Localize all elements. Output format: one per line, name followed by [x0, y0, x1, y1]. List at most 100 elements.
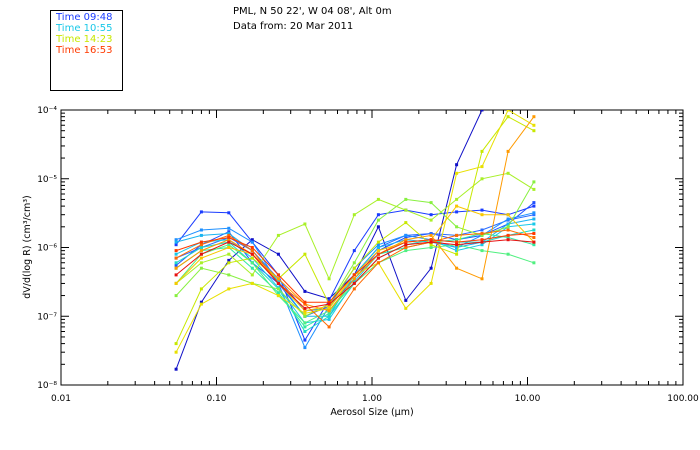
data-point	[352, 287, 356, 291]
data-point	[455, 238, 459, 242]
legend-entry-2: Time 10:55	[56, 23, 113, 34]
data-point	[327, 306, 331, 310]
data-point	[480, 238, 484, 242]
data-point	[480, 177, 484, 181]
data-point	[227, 246, 231, 249]
data-point	[174, 367, 178, 371]
data-point	[352, 273, 356, 277]
data-point	[404, 298, 408, 302]
data-point	[404, 208, 408, 212]
data-point	[455, 249, 459, 253]
data-point	[174, 252, 178, 256]
data-point	[276, 252, 280, 256]
data-point	[455, 246, 459, 249]
data-point	[327, 311, 331, 315]
data-point	[480, 243, 484, 247]
data-point	[480, 249, 484, 253]
data-point	[276, 233, 280, 237]
data-point	[352, 280, 356, 283]
data-point	[532, 211, 536, 215]
data-point	[227, 261, 231, 265]
data-point	[303, 252, 307, 256]
data-point	[227, 236, 231, 239]
data-point	[352, 261, 356, 265]
data-point	[352, 213, 356, 217]
data-point	[455, 163, 459, 167]
data-point	[480, 232, 484, 235]
axis-ticks	[60, 110, 683, 386]
data-point	[532, 180, 536, 184]
data-point	[303, 300, 307, 304]
data-point	[506, 236, 510, 239]
data-point	[429, 281, 433, 285]
data-point	[250, 246, 254, 249]
data-point	[250, 281, 254, 285]
data-point	[376, 249, 380, 253]
data-point	[250, 240, 254, 244]
y-axis-title: dV/d(log R) (cm³/cm³)	[22, 195, 33, 298]
data-point	[506, 213, 510, 217]
data-point	[174, 261, 178, 265]
data-point	[532, 261, 536, 265]
data-point	[327, 317, 331, 321]
data-point	[199, 210, 203, 214]
y-tick-label: 10⁻⁴	[37, 106, 57, 116]
data-point	[327, 277, 331, 281]
data-point	[506, 233, 510, 237]
data-point	[429, 218, 433, 222]
data-point	[303, 309, 307, 313]
data-point	[506, 222, 510, 226]
data-point	[506, 225, 510, 229]
data-point	[174, 273, 178, 277]
data-point	[227, 226, 231, 230]
data-point	[174, 243, 178, 247]
data-point	[352, 277, 356, 281]
data-point	[532, 222, 536, 226]
data-point	[429, 243, 433, 247]
data-point	[327, 297, 331, 301]
data-point	[429, 213, 433, 217]
y-tick-label: 10⁻⁷	[37, 312, 57, 322]
data-point	[376, 261, 380, 265]
data-point	[276, 277, 280, 281]
data-point	[303, 321, 307, 325]
y-tick-label: 10⁻⁵	[37, 175, 57, 185]
series-layer	[174, 110, 536, 371]
data-point	[404, 249, 408, 253]
data-point	[480, 277, 484, 281]
data-point	[480, 228, 484, 232]
data-point	[174, 249, 178, 253]
data-point	[250, 266, 254, 270]
data-point	[303, 325, 307, 329]
data-point	[404, 246, 408, 249]
data-point	[429, 238, 433, 242]
data-point	[376, 197, 380, 201]
data-point	[480, 213, 484, 217]
data-point	[174, 350, 178, 354]
x-tick-label: 10.00	[515, 394, 541, 404]
data-point	[480, 149, 484, 153]
x-tick-label: 0.10	[206, 394, 226, 404]
y-tick-label: 10⁻⁸	[37, 381, 57, 391]
chart-header: PML, N 50 22', W 04 08', Alt 0m Data fro…	[233, 4, 392, 34]
data-point	[506, 228, 510, 232]
data-point	[404, 240, 408, 244]
data-point	[174, 263, 178, 267]
data-point	[455, 197, 459, 201]
data-point	[276, 273, 280, 277]
data-point	[404, 221, 408, 225]
data-point	[227, 230, 231, 234]
data-point	[455, 243, 459, 247]
data-point	[376, 243, 380, 247]
data-point	[227, 258, 231, 262]
data-point	[250, 238, 254, 242]
data-point	[506, 252, 510, 256]
data-point	[174, 240, 178, 244]
data-point	[250, 252, 254, 256]
x-tick-label: 1.00	[362, 394, 382, 404]
data-point	[532, 213, 536, 217]
data-point	[506, 217, 510, 221]
data-point	[303, 222, 307, 226]
legend-box: Time 09:48 Time 10:55 Time 14:23 Time 16…	[50, 10, 123, 91]
x-tick-label: 100.00	[667, 394, 699, 404]
